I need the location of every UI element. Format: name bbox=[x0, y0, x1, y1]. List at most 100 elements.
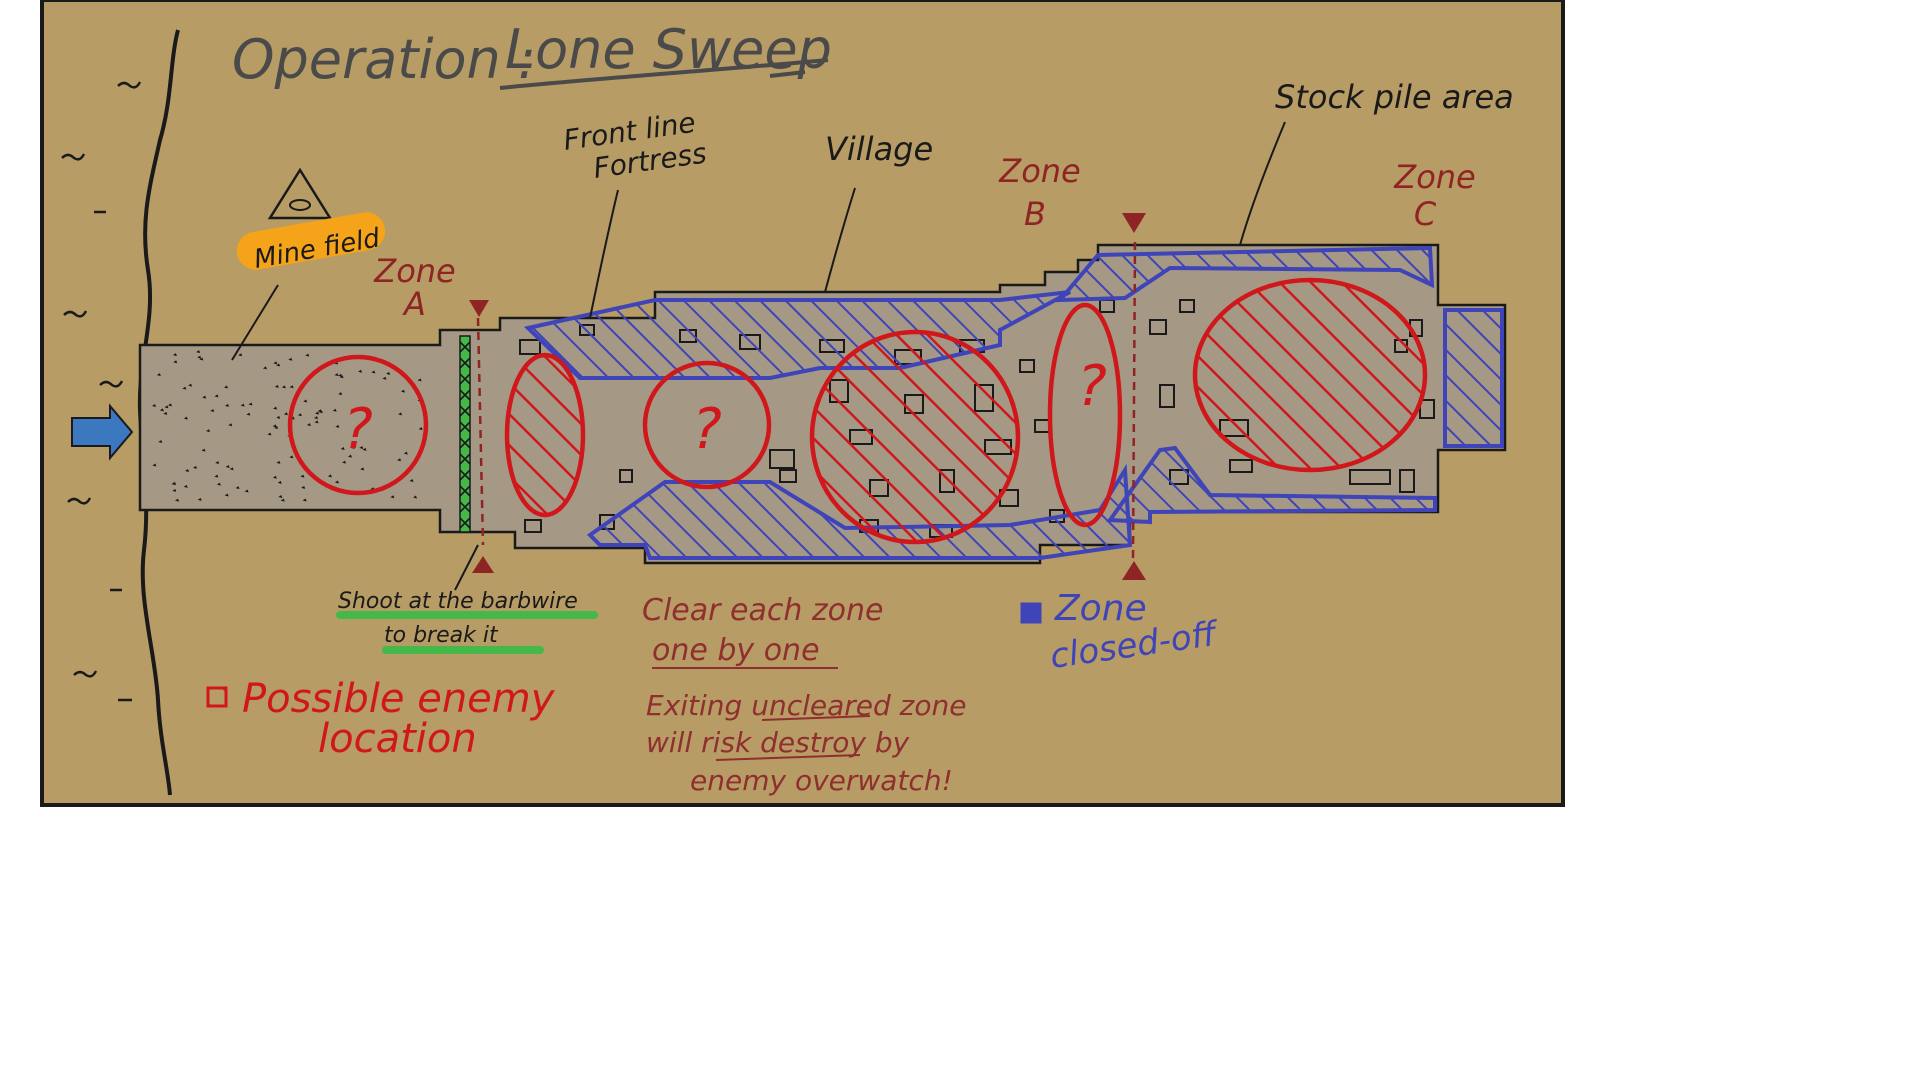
enemy-ellipse-zone-b bbox=[1047, 302, 1123, 528]
enemy-legend-2: location bbox=[318, 716, 477, 762]
exit-note-2: will risk destroy by bbox=[646, 726, 910, 759]
zone-b-boundary bbox=[1131, 241, 1137, 561]
mine-warning-icon bbox=[267, 167, 333, 220]
mine-speck bbox=[163, 411, 168, 415]
mine-speck bbox=[158, 440, 163, 444]
mine-speck bbox=[332, 408, 337, 412]
mine-speck bbox=[276, 415, 281, 419]
mine-speck bbox=[314, 416, 319, 420]
mine-speck bbox=[201, 448, 206, 452]
mine-speck bbox=[228, 423, 233, 427]
mine-speck bbox=[289, 455, 294, 459]
entry-arrow-icon bbox=[71, 403, 134, 461]
mine-speck bbox=[362, 447, 367, 451]
mine-speck bbox=[303, 399, 308, 403]
unknown-mark-village-west: ? bbox=[692, 397, 722, 462]
mine-speck bbox=[151, 403, 156, 407]
building bbox=[1019, 359, 1035, 373]
enemy-hatch-stockpile bbox=[1195, 280, 1425, 470]
closed-legend-1: Zone bbox=[1054, 588, 1147, 629]
zone-labels: Zone A Zone B Zone C bbox=[373, 152, 1475, 323]
mine-speck bbox=[175, 498, 180, 502]
mine-speck bbox=[172, 353, 177, 357]
enemy-ellipse-fortress bbox=[504, 352, 586, 518]
closed-zone-north-east bbox=[1055, 245, 1435, 303]
mine-speck bbox=[305, 353, 310, 357]
mine-speck bbox=[152, 463, 157, 467]
closed-legend-swatch bbox=[1020, 602, 1042, 624]
mine-speck bbox=[274, 425, 279, 429]
mine-speck bbox=[182, 386, 187, 390]
barbwire-knot bbox=[459, 357, 471, 369]
zone-a-boundary bbox=[476, 317, 485, 546]
mine-speck bbox=[350, 445, 355, 449]
barbwire-knot bbox=[459, 437, 471, 449]
mine-speck bbox=[197, 497, 202, 501]
zone-b-label-1: Zone bbox=[998, 152, 1080, 190]
mine-speck bbox=[273, 361, 278, 365]
exit-note-3: enemy overwatch! bbox=[690, 764, 953, 797]
mine-speck bbox=[223, 385, 228, 389]
closed-zone-exit bbox=[1443, 308, 1504, 448]
mine-speck bbox=[197, 355, 202, 359]
zone-c-label-2: C bbox=[1414, 195, 1437, 233]
mine-speck bbox=[358, 369, 363, 373]
barbwire-note-2: to break it bbox=[384, 623, 499, 648]
zone-b-label-2: B bbox=[1024, 195, 1046, 233]
mine-speck bbox=[183, 416, 188, 420]
mine-speck bbox=[267, 432, 272, 436]
building bbox=[619, 469, 633, 483]
mine-speck bbox=[315, 411, 320, 415]
closed-zones bbox=[523, 245, 1504, 560]
mine-speck bbox=[171, 482, 176, 486]
mine-speck bbox=[280, 498, 285, 502]
mine-speck bbox=[238, 353, 243, 357]
building bbox=[769, 449, 795, 469]
building bbox=[1419, 399, 1435, 419]
building bbox=[1159, 384, 1175, 408]
barbwire-knot bbox=[459, 405, 471, 417]
mine-speck bbox=[398, 412, 403, 416]
clear-note-2: one by one bbox=[652, 633, 820, 668]
mine-speck bbox=[327, 474, 332, 478]
mine-speck bbox=[338, 392, 343, 396]
mine-speck bbox=[412, 495, 417, 499]
barbwire-knot bbox=[459, 341, 471, 353]
enemy-zones bbox=[287, 277, 1428, 545]
mine-speck bbox=[409, 479, 414, 483]
mine-speck bbox=[314, 420, 319, 424]
title-prefix: Operation : bbox=[232, 28, 536, 91]
mine-speck bbox=[276, 460, 281, 464]
mine-speck bbox=[240, 403, 245, 407]
mine-speck bbox=[390, 495, 395, 499]
enemy-ellipse-minefield bbox=[287, 354, 429, 496]
barbwire-knot bbox=[459, 501, 471, 513]
barbwire-note-1: Shoot at the barbwire bbox=[338, 589, 578, 614]
mine-speck bbox=[224, 493, 229, 497]
mine-speck bbox=[206, 429, 211, 433]
mine-speck bbox=[289, 385, 294, 389]
mine-speck bbox=[216, 482, 221, 486]
mine-speck bbox=[334, 373, 339, 377]
clear-note-1: Clear each zone bbox=[642, 593, 883, 628]
building bbox=[1399, 469, 1415, 493]
unknown-mark-minefield: ? bbox=[343, 397, 373, 462]
mine-speck bbox=[371, 370, 376, 374]
mine-speck bbox=[229, 467, 234, 471]
barbwire-note: Shoot at the barbwire to break it bbox=[336, 544, 598, 654]
mine-speck bbox=[272, 424, 277, 428]
mine-speck bbox=[210, 409, 215, 413]
mine-speck bbox=[417, 378, 422, 382]
mine-speck bbox=[272, 475, 277, 479]
unknown-mark-zone-b: ? bbox=[1077, 354, 1107, 419]
zone-c-label-1: Zone bbox=[1393, 158, 1475, 196]
clear-instructions: Clear each zone one by one Exiting uncle… bbox=[642, 593, 966, 797]
mine-speck bbox=[335, 424, 340, 428]
mine-speck bbox=[159, 408, 164, 412]
zone-a-label-1: Zone bbox=[373, 252, 455, 290]
mine-speck bbox=[277, 480, 282, 484]
barbwire-knot bbox=[459, 485, 471, 497]
enemy-ellipse-village bbox=[809, 329, 1021, 545]
mine-speck bbox=[274, 384, 279, 388]
mine-speck bbox=[302, 498, 307, 502]
